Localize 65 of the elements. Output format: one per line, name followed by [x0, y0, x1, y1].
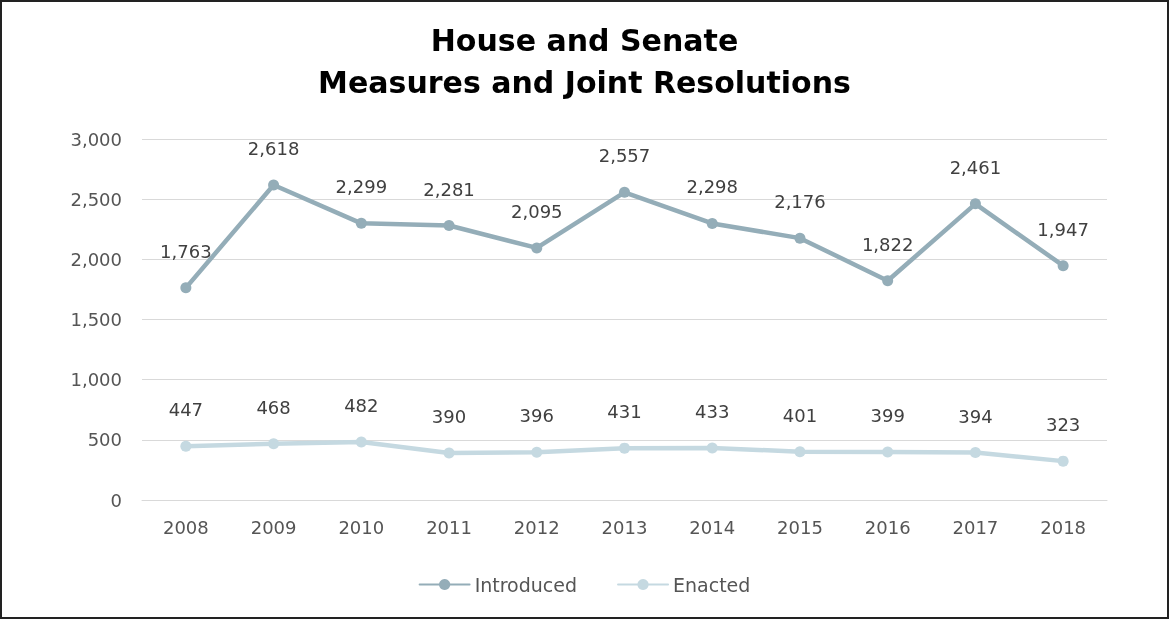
data-label: 401	[782, 404, 818, 426]
point	[443, 220, 455, 232]
data-label: 2,298	[686, 176, 738, 198]
data-label: 468	[256, 396, 291, 418]
point	[180, 440, 192, 452]
x-tick-label: 2008	[162, 516, 209, 538]
data-label: 396	[519, 405, 554, 427]
point	[531, 242, 543, 254]
data-label: 431	[607, 401, 642, 423]
point	[1057, 455, 1069, 467]
data-label: 2,281	[423, 178, 475, 200]
data-label: 1,763	[160, 240, 212, 262]
data-label: 482	[344, 395, 379, 416]
point	[969, 447, 981, 459]
point	[706, 217, 718, 229]
data-label: 2,176	[774, 191, 826, 213]
data-label: 394	[958, 405, 993, 427]
point	[706, 442, 718, 454]
x-tick-label: 2018	[1040, 516, 1087, 538]
point	[443, 447, 455, 459]
y-tick-label: 500	[87, 429, 122, 451]
point	[268, 179, 280, 191]
data-label: 2,095	[511, 200, 563, 222]
x-tick-label: 2012	[513, 516, 560, 538]
y-tick-label: 0	[110, 489, 122, 511]
point	[794, 232, 806, 244]
point	[355, 217, 367, 229]
x-tick-label: 2010	[338, 516, 385, 538]
point	[355, 436, 367, 448]
data-label: 433	[695, 400, 730, 422]
x-tick-label: 2011	[426, 516, 472, 538]
point	[180, 282, 192, 294]
x-tick-label: 2009	[250, 516, 297, 538]
data-label: 2,557	[598, 145, 651, 167]
x-tick-label: 2015	[777, 516, 823, 538]
x-tick-label: 2014	[689, 516, 736, 538]
data-label: 2,618	[247, 137, 300, 159]
y-tick-label: 2,500	[70, 188, 122, 210]
legend-label: Introduced	[474, 573, 578, 596]
legend-label: Enacted	[673, 573, 751, 596]
point	[882, 275, 894, 287]
point	[1057, 260, 1069, 272]
point	[882, 446, 894, 458]
data-label: 2,461	[949, 156, 1002, 178]
x-tick-label: 2017	[952, 516, 999, 538]
x-tick-label: 2013	[601, 516, 648, 538]
y-tick-label: 1,000	[70, 369, 122, 391]
point	[969, 198, 981, 210]
data-label: 1,947	[1037, 218, 1089, 240]
y-tick-label: 1,500	[70, 309, 122, 330]
x-tick-label: 2016	[864, 516, 911, 538]
data-label: 323	[1045, 414, 1081, 436]
point	[619, 186, 630, 198]
data-label: 447	[168, 399, 204, 421]
y-tick-label: 3,000	[70, 128, 122, 150]
chart-title: House and Senate Measures and Joint Resolutions	[318, 22, 851, 100]
data-label: 2,299	[335, 176, 388, 198]
point	[531, 446, 543, 458]
data-label: 1,822	[861, 233, 914, 255]
data-label: 390	[431, 406, 467, 428]
point	[794, 446, 806, 458]
point	[268, 438, 280, 450]
point	[619, 442, 630, 454]
y-tick-label: 2,000	[70, 248, 122, 270]
data-label: 399	[870, 404, 905, 426]
